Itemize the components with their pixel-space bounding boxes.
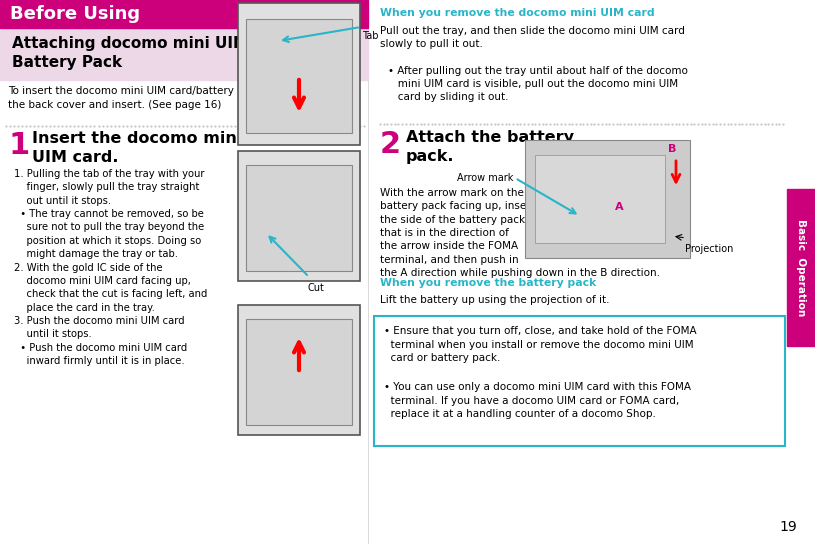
Bar [0,28,368,80]
Text: When you remove the docomo mini UIM card: When you remove the docomo mini UIM card [380,8,654,18]
Text: 2: 2 [380,130,401,159]
Text: Before Using: Before Using [10,5,140,23]
Text: To insert the docomo mini UIM card/battery pack, remove
the back cover and inser: To insert the docomo mini UIM card/batte… [8,86,308,109]
Text: Projection: Projection [685,244,734,254]
Bar [374,316,785,446]
Text: • You can use only a docomo mini UIM card with this FOMA
  terminal. If you have: • You can use only a docomo mini UIM car… [384,382,691,419]
Text: Basic  Operation: Basic Operation [796,219,806,316]
Bar [246,19,352,133]
Text: When you remove the battery pack: When you remove the battery pack [380,278,597,288]
Bar [787,189,815,346]
Text: • Ensure that you turn off, close, and take hold of the FOMA
  terminal when you: • Ensure that you turn off, close, and t… [384,326,697,363]
Text: Tab: Tab [362,31,378,41]
Text: With the arrow mark on the
battery pack facing up, insert
the side of the batter: With the arrow mark on the battery pack … [380,188,660,278]
Bar [525,140,690,258]
Text: Pull out the tray, and then slide the docomo mini UIM card
slowly to pull it out: Pull out the tray, and then slide the do… [380,26,685,49]
Bar [246,319,352,425]
Text: Insert the docomo mini
UIM card.: Insert the docomo mini UIM card. [32,131,242,165]
Text: 1: 1 [8,131,29,160]
Bar [535,155,665,243]
Bar [238,305,360,435]
Text: Lift the battery up using the projection of it.: Lift the battery up using the projection… [380,295,610,305]
Text: Cut: Cut [307,283,324,293]
Bar [238,151,360,281]
Bar [0,0,368,28]
Bar [238,3,360,145]
Text: • After pulling out the tray until about half of the docomo
   mini UIM card is : • After pulling out the tray until about… [388,66,688,102]
Text: Attach the battery
pack.: Attach the battery pack. [406,130,574,164]
Text: B: B [668,144,676,154]
Bar [246,165,352,271]
Text: Attaching docomo mini UIM card/
Battery Pack: Attaching docomo mini UIM card/ Battery … [12,36,297,70]
Text: Arrow mark: Arrow mark [456,173,513,183]
Text: A: A [615,202,623,212]
Text: 19: 19 [779,520,797,534]
Text: 1. Pulling the tab of the tray with your
    finger, slowly pull the tray straig: 1. Pulling the tab of the tray with your… [14,169,207,366]
